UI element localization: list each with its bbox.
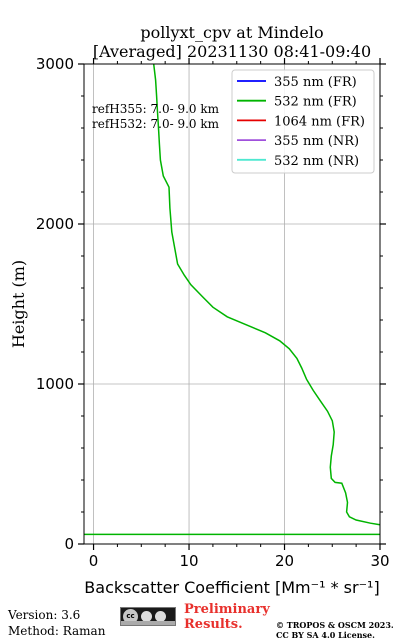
x-tick-label: 10 xyxy=(179,552,198,570)
series-layer xyxy=(84,63,381,536)
sa-icon xyxy=(155,611,166,622)
legend-label: 355 nm (FR) xyxy=(274,75,357,90)
legend-label: 532 nm (FR) xyxy=(274,95,357,110)
plot-frame xyxy=(83,63,381,545)
y-axis-label: Height (m) xyxy=(9,260,28,348)
cc-logo-icon: cc xyxy=(123,609,138,624)
x-tick-label: 30 xyxy=(370,552,389,570)
series-line-532-nm-fr- xyxy=(152,63,381,526)
y-tick-label: 3000 xyxy=(36,55,74,73)
annotation-refh532: refH532: 7.0- 9.0 km xyxy=(92,117,220,131)
preliminary-line1: Preliminary xyxy=(184,602,270,617)
footer-info: Version: 3.6 Method: Raman xyxy=(8,607,105,639)
copyright-line1: © TROPOS & OSCM 2023. xyxy=(276,620,394,630)
axes: 0 10 20 30 0 1000 2000 3000 xyxy=(36,55,390,570)
x-axis-label: Backscatter Coefficient [Mm⁻¹ * sr⁻¹] xyxy=(84,578,379,597)
x-tick-label: 20 xyxy=(275,552,294,570)
chart-title: pollyxt_cpv at Mindelo xyxy=(140,23,323,42)
preliminary-line2: Results. xyxy=(184,617,243,632)
method-text: Method: Raman xyxy=(8,624,106,638)
legend-label: 355 nm (NR) xyxy=(274,134,359,149)
annotation-refh355: refH355: 7.0- 9.0 km xyxy=(92,102,220,116)
legend-label: 532 nm (NR) xyxy=(274,154,359,169)
chart-subtitle: [Averaged] 20231130 08:41-09:40 xyxy=(93,42,371,61)
by-icon xyxy=(141,611,152,622)
y-tick-label: 0 xyxy=(64,535,74,553)
legend-label: 1064 nm (FR) xyxy=(274,114,365,129)
y-tick-label: 2000 xyxy=(36,215,74,233)
legend: 355 nm (FR) 532 nm (FR) 1064 nm (FR) 355 nm… xyxy=(231,69,375,174)
version-text: Version: 3.6 xyxy=(8,608,81,622)
x-axis-label-text: Backscatter Coefficient xyxy=(84,578,275,597)
copyright-line2: CC BY SA 4.0 License. xyxy=(276,630,375,640)
cc-license-badge: cc xyxy=(120,607,176,626)
copyright-note: © TROPOS & OSCM 2023. CC BY SA 4.0 Licen… xyxy=(276,620,394,640)
preliminary-results-note: Preliminary Results. xyxy=(184,602,270,632)
x-axis-label-unit: [Mm⁻¹ * sr⁻¹] xyxy=(275,578,380,597)
x-tick-label: 0 xyxy=(89,552,99,570)
y-tick-label: 1000 xyxy=(36,375,74,393)
legend-box xyxy=(231,69,375,174)
